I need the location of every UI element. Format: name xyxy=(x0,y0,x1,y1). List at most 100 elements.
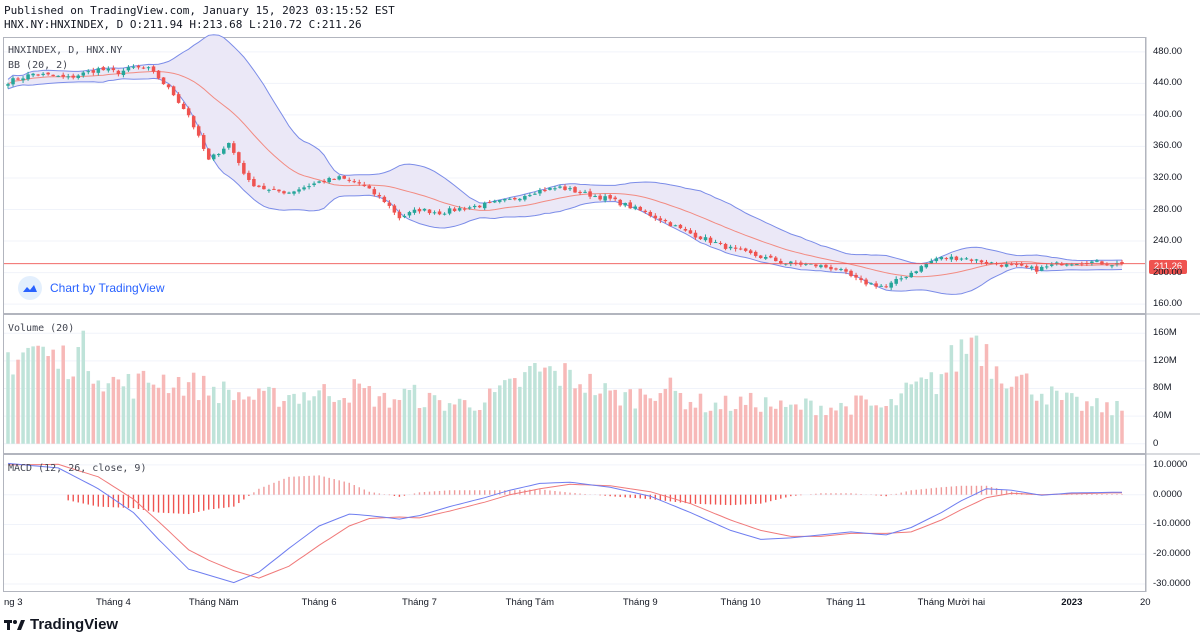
volume-bar xyxy=(763,397,768,444)
tradingview-watermark[interactable]: Chart by TradingView xyxy=(14,274,173,302)
volume-bar xyxy=(307,400,311,444)
candle-body xyxy=(61,74,65,77)
price-axis-label: 400.00 xyxy=(1153,108,1183,120)
candle-body xyxy=(959,258,964,260)
watermark-text: Chart by TradingView xyxy=(50,281,165,295)
volume-bar xyxy=(482,402,487,444)
volume-bar xyxy=(106,383,111,444)
candle-body xyxy=(237,152,241,163)
candle-body xyxy=(282,191,286,194)
volume-bar xyxy=(914,381,919,444)
candle-body xyxy=(36,74,40,76)
volume-bar xyxy=(407,389,412,444)
volume-bar xyxy=(663,388,668,444)
volume-bar xyxy=(252,399,256,444)
candle-body xyxy=(302,187,306,190)
volume-bar xyxy=(753,407,758,444)
volume-bar xyxy=(633,408,638,444)
volume-bar xyxy=(598,393,602,444)
candle-body xyxy=(136,65,141,68)
tradingview-brand[interactable]: TradingView xyxy=(4,616,118,633)
candle-body xyxy=(723,243,728,249)
candle-body xyxy=(317,181,321,183)
candle-body xyxy=(477,205,482,208)
volume-bar xyxy=(703,412,708,444)
volume-bar xyxy=(101,391,106,444)
candle-body xyxy=(528,195,532,197)
published-line: Published on TradingView.com, January 15… xyxy=(4,4,395,17)
candle-body xyxy=(1029,266,1034,269)
volume-bar xyxy=(498,385,502,444)
volume-bar xyxy=(959,339,964,444)
volume-bar xyxy=(969,337,974,444)
time-axis-label: Tháng 4 xyxy=(95,597,131,608)
candle-body xyxy=(588,191,592,197)
candle-body xyxy=(758,255,763,259)
candle-body xyxy=(999,264,1004,267)
volume-bar xyxy=(91,383,96,444)
macd-axis-label: -30.0000 xyxy=(1153,578,1191,590)
volume-bar xyxy=(899,393,903,444)
candle-body xyxy=(1100,261,1104,265)
candle-body xyxy=(171,86,176,96)
macd-line xyxy=(7,462,1122,584)
volume-bar xyxy=(11,374,15,444)
main-symbol-legend[interactable]: HNXINDEX, D, HNX.NY xyxy=(8,45,123,56)
candle-body xyxy=(914,271,919,274)
candle-body xyxy=(628,202,632,209)
candle-body xyxy=(738,248,743,250)
volume-bar xyxy=(929,372,934,444)
volume-bar xyxy=(1080,410,1084,444)
volume-bar xyxy=(342,397,346,444)
macd-pane[interactable] xyxy=(3,454,1146,592)
candle-body xyxy=(387,202,392,206)
volume-bar xyxy=(628,389,632,444)
candle-body xyxy=(422,208,427,211)
volume-bar xyxy=(472,410,477,444)
volume-bar xyxy=(1034,400,1039,444)
volume-bar xyxy=(16,359,20,444)
candle-body xyxy=(578,191,582,194)
candle-body xyxy=(1075,264,1079,266)
volume-bar xyxy=(748,392,753,444)
candle-body xyxy=(889,282,893,288)
candle-body xyxy=(196,126,201,136)
candle-body xyxy=(1070,264,1074,266)
volume-bar xyxy=(267,386,271,444)
candle-body xyxy=(894,278,898,284)
bb-basis-line xyxy=(7,70,1123,278)
bb-legend[interactable]: BB (20, 2) xyxy=(8,60,69,71)
candle-body xyxy=(944,258,949,260)
candle-body xyxy=(984,261,989,264)
candle-body xyxy=(262,185,266,190)
candle-body xyxy=(277,189,281,192)
candle-body xyxy=(748,250,753,254)
volume-legend[interactable]: Volume (20) xyxy=(8,323,75,334)
volume-bar xyxy=(116,379,121,444)
candle-body xyxy=(874,283,878,287)
volume-bar xyxy=(181,395,186,444)
candle-body xyxy=(427,209,432,214)
candle-body xyxy=(824,264,828,268)
volume-bar xyxy=(51,349,55,444)
volume-bar xyxy=(66,379,70,444)
candle-body xyxy=(1055,262,1059,264)
volume-bar xyxy=(1120,410,1124,444)
volume-bar xyxy=(1009,386,1014,444)
candle-body xyxy=(673,225,678,227)
volume-bar xyxy=(743,404,748,444)
last-price-tag: 211.26 xyxy=(1149,260,1187,274)
candle-body xyxy=(91,70,96,73)
candle-body xyxy=(989,262,994,264)
candle-body xyxy=(367,185,372,189)
candle-body xyxy=(929,260,934,264)
volume-bar xyxy=(151,384,156,444)
macd-legend[interactable]: MACD (12, 26, close, 9) xyxy=(8,463,147,474)
volume-bar xyxy=(1029,394,1034,444)
volume-bar xyxy=(247,396,251,444)
time-axis-label: Tháng 6 xyxy=(301,597,337,608)
candle-body xyxy=(969,259,974,261)
candle-body xyxy=(397,211,402,219)
volume-bar xyxy=(879,407,883,444)
candle-body xyxy=(924,263,929,268)
